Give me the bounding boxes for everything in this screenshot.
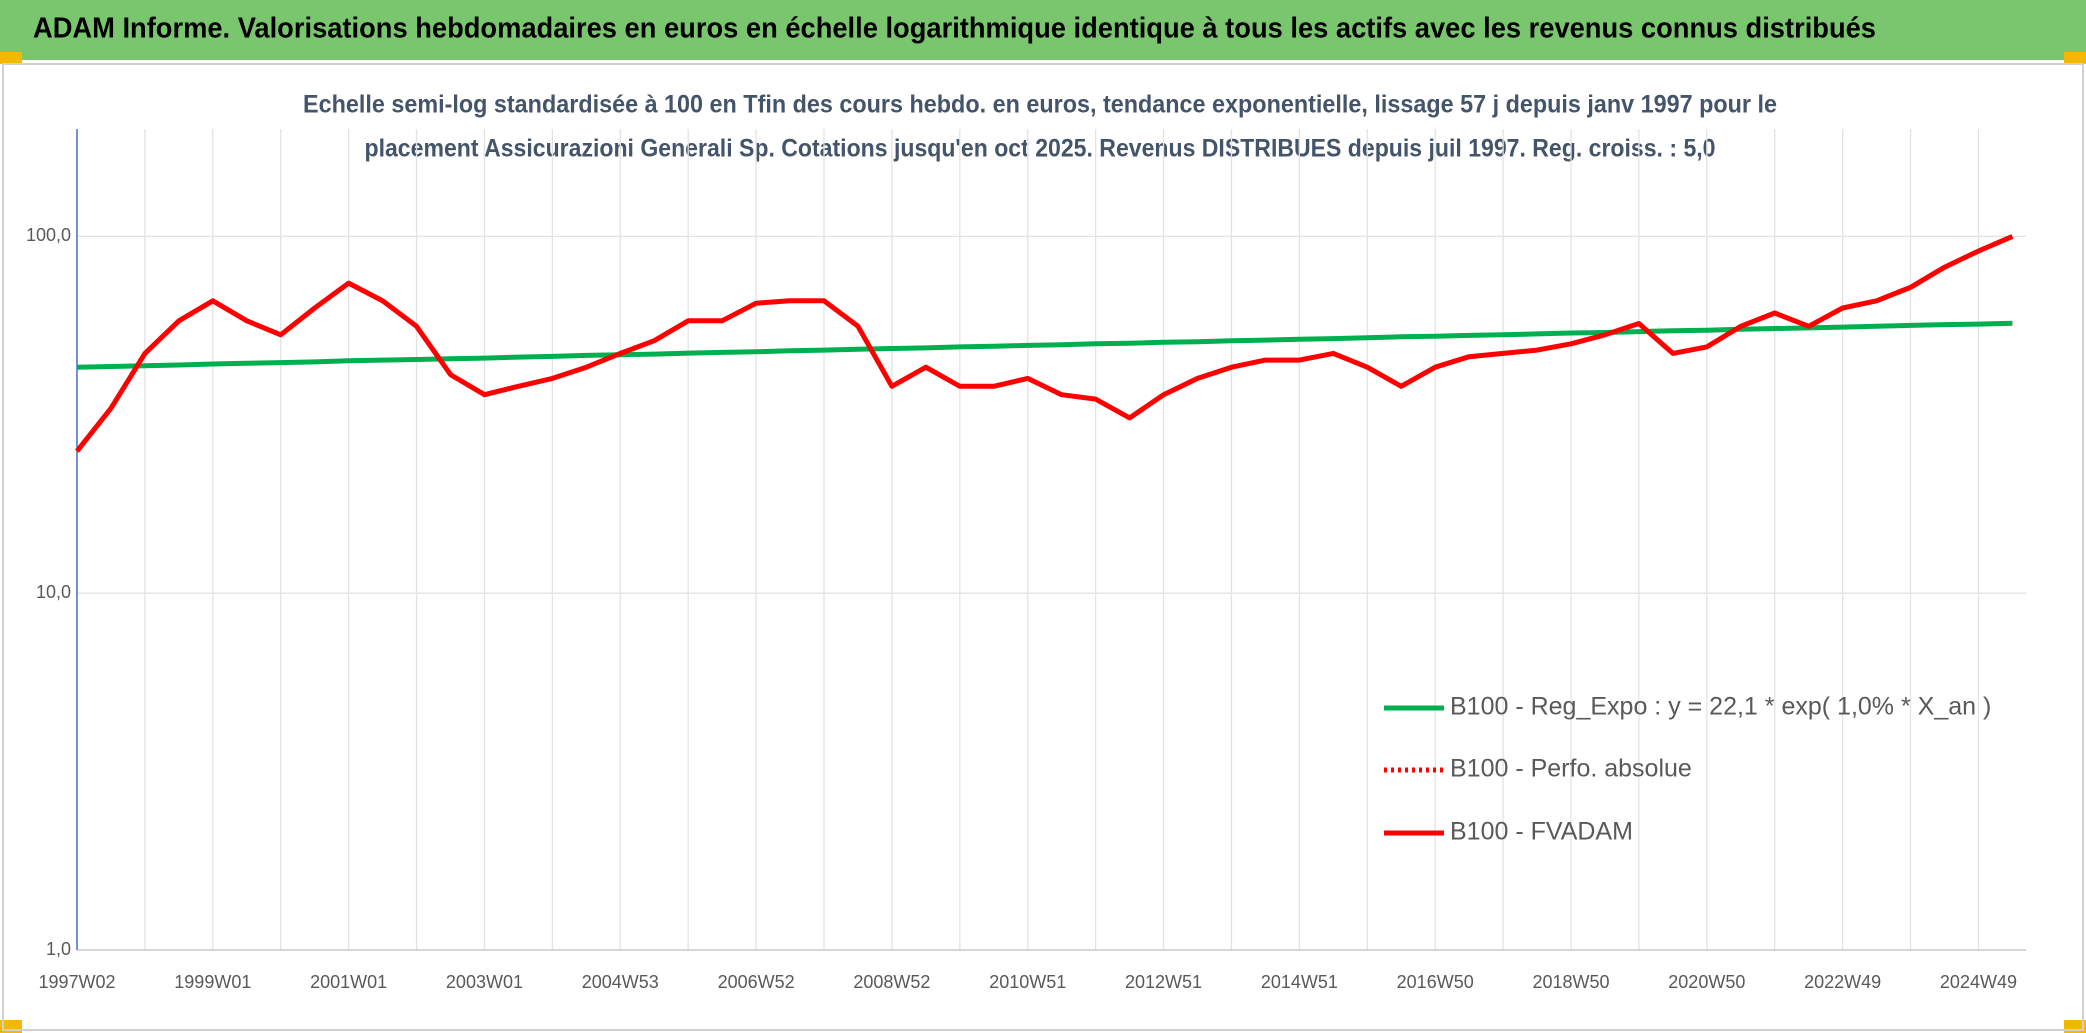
x-tick-label: 1999W01 <box>174 972 251 992</box>
frame <box>2 63 2084 1031</box>
banner-bg <box>0 0 2086 60</box>
x-tick-label: 1997W02 <box>38 972 115 992</box>
x-tick-label: 2010W51 <box>989 972 1066 992</box>
legend-label: B100 - Reg_Expo : y = 22,1 * exp( 1,0% *… <box>1450 693 1991 721</box>
x-tick-label: 2006W52 <box>718 972 795 992</box>
y-tick-label: 10,0 <box>36 582 71 602</box>
x-tick-label: 2020W50 <box>1668 972 1745 992</box>
legend-label: B100 - FVADAM <box>1450 818 1633 846</box>
x-tick-label: 2016W50 <box>1397 972 1474 992</box>
x-tick-label: 2014W51 <box>1261 972 1338 992</box>
banner-title: ADAM Informe. Valorisations hebdomadaire… <box>33 13 1876 45</box>
x-tick-label: 2018W50 <box>1532 972 1609 992</box>
x-tick-label: 2008W52 <box>853 972 930 992</box>
corner <box>0 52 22 64</box>
x-tick-label: 2012W51 <box>1125 972 1202 992</box>
chart-title: placement Assicurazioni Generali Sp. Cot… <box>365 135 1716 163</box>
x-tick-label: 2024W49 <box>1940 972 2017 992</box>
x-tick-label: 2004W53 <box>582 972 659 992</box>
corner <box>2064 52 2086 64</box>
legend-label: B100 - Perfo. absolue <box>1450 755 1692 783</box>
x-tick-label: 2022W49 <box>1804 972 1881 992</box>
chart-title: Echelle semi-log standardisée à 100 en T… <box>303 91 1777 119</box>
y-tick-label: 1,0 <box>46 939 71 959</box>
x-tick-label: 2001W01 <box>310 972 387 992</box>
y-tick-label: 100,0 <box>26 225 71 245</box>
x-tick-label: 2003W01 <box>446 972 523 992</box>
series-line <box>76 320 2013 370</box>
series-line <box>75 234 2014 453</box>
